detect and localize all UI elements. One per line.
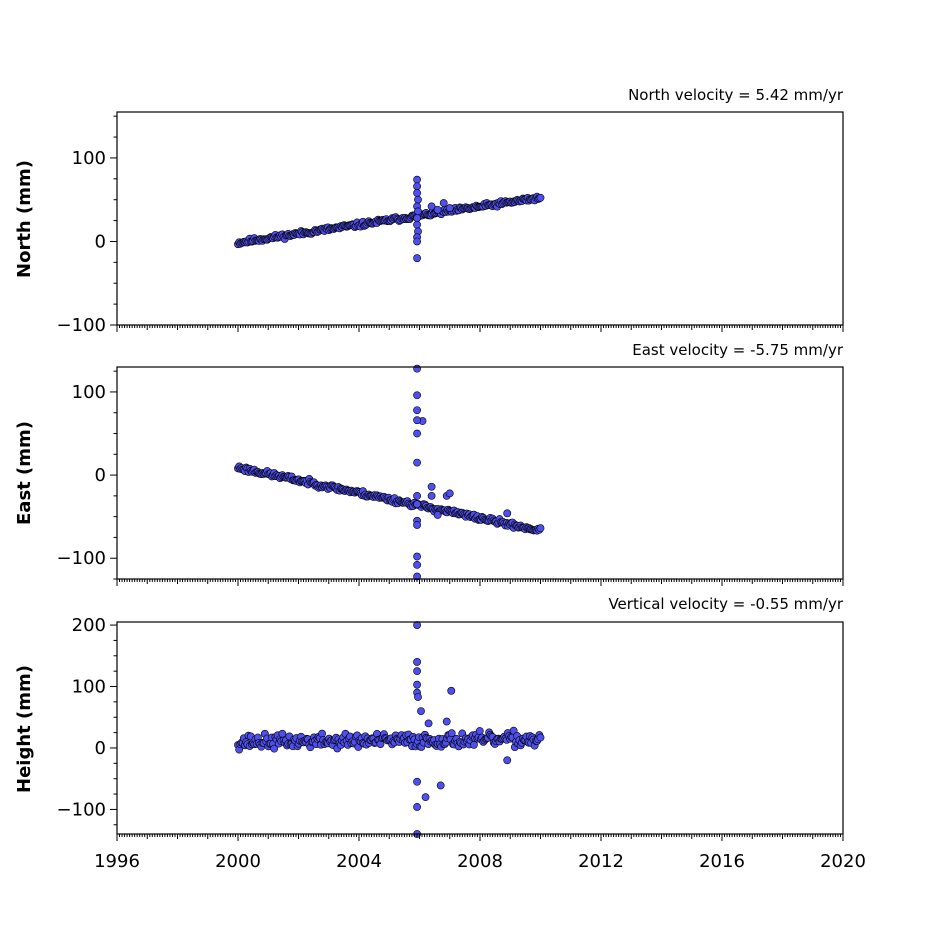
north-outlier-point [413,175,421,184]
east-y-tick-label: 0 [95,465,106,486]
height-outlier-point [442,717,451,726]
height-y-tick-label: −100 [57,799,106,820]
east-y-tick-label: −100 [57,548,106,569]
east-panel: East velocity = -5.75 mm/yr East (mm) −1… [14,341,844,586]
east-x-ticks [116,579,844,586]
east-axes-frame [116,366,844,580]
north-panel: North velocity = 5.42 mm/yr North (mm) −… [14,86,844,336]
east-outlier-point [413,458,421,467]
height-point [270,744,279,753]
north-outlier-point [414,195,422,204]
height-outlier-point [413,667,421,676]
height-outlier-point [424,719,433,728]
height-x-tick-label: 2012 [578,851,624,872]
east-outlier-point [445,489,454,498]
height-outlier-point [436,781,445,790]
height-x-ticks [116,834,844,841]
north-outlier-point [413,220,421,229]
height-outlier-point [503,756,512,765]
height-x-tick-label: 2020 [820,851,866,872]
east-outlier-point [413,429,421,438]
height-y-tick-label: 0 [95,738,106,759]
east-outlier-point [413,406,421,415]
height-x-tick-label: 1996 [94,851,140,872]
east-outlier-point [427,482,436,491]
north-outlier-point [427,202,436,211]
north-outlier-point [413,189,421,197]
north-outlier-point [414,207,422,216]
height-outlier-point [417,707,425,715]
height-outlier-point [413,803,421,811]
east-outlier-point [413,491,421,500]
east-outlier-point [433,511,442,519]
north-outlier-point [413,214,421,222]
height-ylabel: Height (mm) [14,665,35,793]
north-outlier-point [413,237,421,246]
east-outlier-point [427,491,436,500]
east-ylabel: East (mm) [14,421,35,525]
north-outlier-point [439,199,448,207]
height-outlier-point [414,693,422,701]
height-x-tick-label: 2008 [457,851,503,872]
east-outlier-point [413,500,421,509]
height-outlier-point [421,793,430,802]
north-x-ticks [116,325,844,332]
north-y-ticks: −100 0 100 [57,115,117,336]
north-outlier-point [413,182,421,191]
east-points [234,364,545,581]
north-outlier-point [445,204,454,212]
east-outlier-point [413,416,421,425]
height-title: Vertical velocity = -0.55 mm/yr [608,595,843,613]
north-ylabel: North (mm) [14,160,35,278]
height-outlier-point [447,686,456,695]
north-points [234,175,545,263]
east-title: East velocity = -5.75 mm/yr [632,341,844,359]
height-y-tick-label: 200 [72,615,106,636]
height-outlier-point [413,777,421,786]
height-points [234,621,545,838]
north-point [536,193,545,202]
east-outlier-point [413,391,421,400]
north-y-tick-label: −100 [57,315,106,336]
north-title: North velocity = 5.42 mm/yr [628,86,844,104]
height-panel: Vertical velocity = -0.55 mm/yr Height (… [14,595,866,872]
east-outlier-point [503,509,512,518]
east-y-tick-label: 100 [72,382,106,403]
east-outlier-point [413,560,421,569]
height-point [475,727,484,735]
height-y-ticks: −100 0 100 200 [57,615,117,826]
north-outlier-point [433,205,442,214]
height-outlier-point [413,680,421,689]
height-point [278,729,287,738]
height-x-tick-label: 2000 [215,851,261,872]
east-outlier-point [413,364,421,373]
height-x-tick-labels: 1996 2000 2004 2008 2012 2016 2020 [94,851,866,872]
east-point [536,524,545,533]
height-x-tick-label: 2016 [699,851,745,872]
north-axes-frame [116,111,844,326]
east-y-ticks: −100 0 100 [57,370,117,580]
north-outlier-point [413,254,421,263]
north-y-tick-label: 100 [72,148,106,169]
east-outlier-point [413,552,421,561]
north-y-tick-label: 0 [95,231,106,252]
height-point [536,733,545,742]
height-outlier-point [413,658,421,666]
height-point [447,729,456,738]
height-x-tick-label: 2004 [336,851,382,872]
height-y-tick-label: 100 [72,677,106,698]
east-outlier-point [413,521,421,529]
height-point [318,729,326,738]
